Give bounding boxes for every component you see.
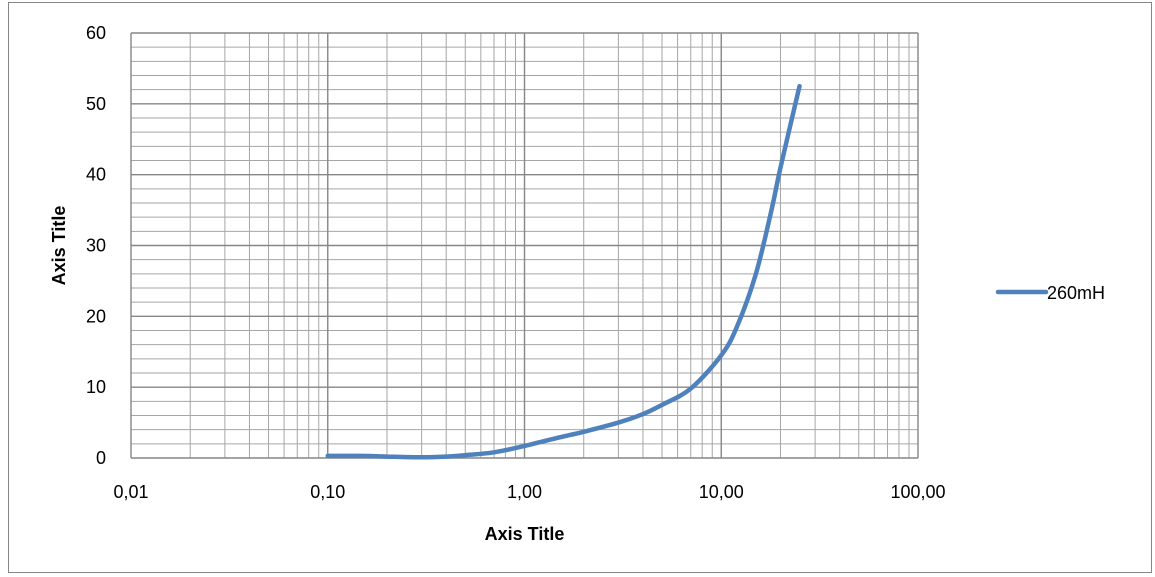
x-tick-label: 0,10 bbox=[310, 482, 345, 502]
series-layer bbox=[325, 83, 802, 460]
y-tick-label: 10 bbox=[86, 377, 106, 397]
series-line-260mH bbox=[325, 83, 802, 460]
y-tick-label: 60 bbox=[86, 23, 106, 43]
major-gridlines bbox=[130, 32, 919, 459]
x-tick-label: 100,00 bbox=[890, 482, 945, 502]
x-tick-label: 1,00 bbox=[507, 482, 542, 502]
y-tick-label: 0 bbox=[96, 448, 106, 468]
y-tick-label: 50 bbox=[86, 94, 106, 114]
legend: 260mH bbox=[995, 283, 1105, 303]
y-tick-label: 30 bbox=[86, 236, 106, 256]
y-axis-title: Axis Title bbox=[49, 206, 69, 286]
x-tick-label: 0,01 bbox=[113, 482, 148, 502]
legend-label-260mH: 260mH bbox=[1047, 283, 1105, 303]
y-axis-tick-labels: 0 10 20 30 40 50 60 bbox=[86, 23, 106, 468]
x-axis-title: Axis Title bbox=[485, 524, 565, 544]
x-tick-label: 10,00 bbox=[699, 482, 744, 502]
y-tick-label: 20 bbox=[86, 306, 106, 326]
y-tick-label: 40 bbox=[86, 165, 106, 185]
x-axis-tick-labels: 0,01 0,10 1,00 10,00 100,00 bbox=[113, 482, 945, 502]
